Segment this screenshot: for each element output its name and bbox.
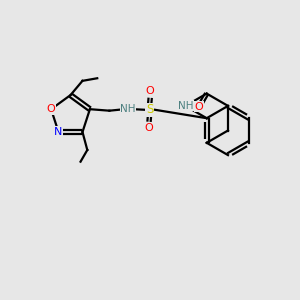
Text: O: O [146, 86, 154, 96]
Text: NH: NH [178, 101, 193, 111]
Text: O: O [47, 104, 56, 114]
Text: NH: NH [120, 104, 136, 114]
Text: S: S [146, 103, 153, 116]
Text: N: N [54, 127, 63, 137]
Text: O: O [195, 102, 204, 112]
Text: O: O [145, 123, 153, 134]
